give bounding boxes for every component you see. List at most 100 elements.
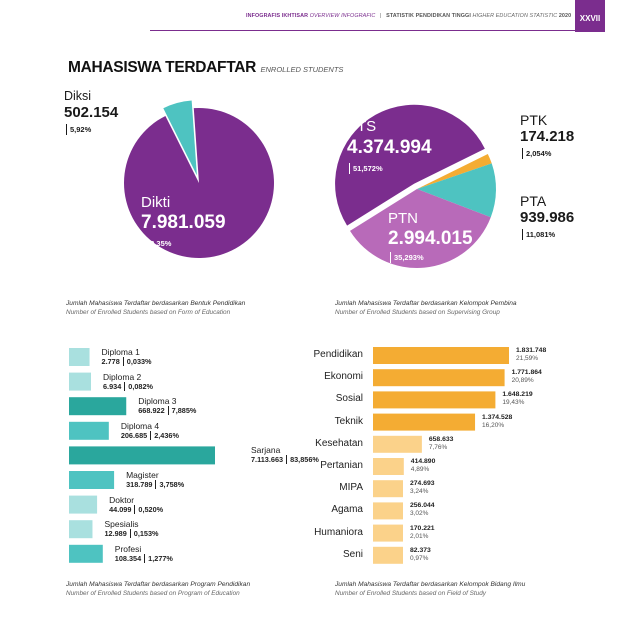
title-sub: ENROLLED STUDENTS [260, 65, 344, 74]
program-bar-percent: 83,856% [286, 455, 319, 465]
program-bar-percent: 0,153% [129, 529, 159, 539]
caption-program-en: Number of Enrolled Students based on Pro… [66, 590, 240, 597]
caption-program-of-education: Jumlah Mahasiswa Terdaftar berdasarkan P… [66, 581, 250, 597]
caption-supervising-id: Jumlah Mahasiswa Terdaftar berdasarkan K… [335, 300, 517, 307]
header-text: INFOGRAFIS IKHTISAR OVERVIEW INFOGRAFIC … [246, 13, 571, 19]
pie2-pts-label: PTS [347, 118, 377, 135]
field-bar-value: 170.221 [410, 524, 435, 532]
field-bar-percent: 7,76% [428, 443, 448, 451]
header-separator: | [379, 13, 382, 19]
header-year: 2020 [558, 13, 572, 19]
program-bar-value: 206.685 [120, 430, 148, 440]
program-bar-label: Diploma 2 [103, 371, 142, 382]
title-main: MAHASISWA TERDAFTAR [68, 59, 257, 76]
field-bar-percent: 21,59% [516, 355, 539, 362]
field-bar-percent: 4,89% [410, 466, 430, 473]
field-bar [373, 524, 403, 542]
field-bar [373, 546, 403, 564]
field-bar-label: Pendidikan [313, 349, 363, 360]
bar-chart-program-of-education [69, 348, 215, 563]
header-left-italic: OVERVIEW INFOGRAFIC [309, 13, 376, 19]
program-bar [69, 544, 103, 563]
program-bar-value-group: 12.989 0,153% [104, 529, 159, 539]
pie2-slice-pta [417, 163, 497, 218]
program-bar-value-group: 6.934 0,082% [103, 381, 154, 391]
field-bar-value: 274.693 [410, 480, 435, 488]
program-bar-value-group: 7.113.663 83,856% [251, 455, 319, 465]
field-bar [373, 413, 476, 431]
pie2-slice-ptk [417, 153, 492, 189]
program-bar [69, 446, 215, 465]
program-bar-value-group: 668.922 7,885% [138, 406, 197, 416]
field-bar-label: Agama [331, 504, 363, 516]
caption-field-en: Number of Enrolled Students based on Fie… [335, 590, 486, 597]
program-bar-value: 6.934 [103, 381, 122, 391]
pie2-ptn-label: PTN [388, 210, 418, 227]
pie2-pta-value: 939.986 [520, 209, 575, 226]
pie2-ptn-value: 2.994.015 [388, 228, 473, 249]
header-right-italic: HIGHER EDUCATION STATISTIC [472, 13, 558, 19]
field-bar [373, 347, 509, 364]
field-bar-value: 1.374.528 [482, 413, 513, 421]
program-bar-value: 7.113.663 [251, 455, 284, 465]
pie1-dikti-value: 7.981.059 [141, 212, 226, 233]
field-bar-percent: 3,24% [410, 488, 429, 496]
bar-chart-field-of-study [373, 347, 509, 564]
program-bar-percent: 0,520% [134, 504, 164, 514]
page-title: MAHASISWA TERDAFTAR ENROLLED STUDENTS [68, 59, 343, 77]
program-bar-label: Profesi [114, 543, 142, 554]
pie2-ptk-value: 174.218 [520, 128, 575, 145]
program-bar-value: 2.778 [101, 357, 120, 366]
field-bar-value: 414.890 [410, 458, 436, 465]
pie2-pta-percent: 11,081% [522, 229, 555, 240]
caption-form-of-education: Jumlah Mahasiswa Terdaftar berdasarkan B… [66, 300, 245, 316]
header-right-bold: STATISTIK PENDIDIKAN TINGGI [386, 13, 471, 19]
program-bar-value: 108.354 [114, 553, 142, 563]
program-bar-value-group: 2.778 0,033% [102, 357, 152, 366]
field-bar-label: MIPA [339, 482, 363, 494]
caption-form-en: Number of Enrolled Students based on For… [66, 309, 231, 316]
pie2-slice-ptn [350, 189, 491, 269]
field-bar [373, 391, 496, 409]
pie1-dikti-label: Dikti [141, 194, 171, 211]
program-bar-percent: 1,277% [144, 553, 173, 563]
program-bar [69, 471, 115, 489]
program-bar [69, 397, 127, 416]
pie1-slice-dikti [124, 107, 275, 258]
program-bar-value: 318.789 [126, 480, 153, 489]
pie2-pts-percent: 51,572% [349, 163, 383, 174]
program-bar-label: Diploma 3 [138, 396, 177, 407]
program-bar-percent: 2,436% [150, 430, 179, 440]
field-bar-value: 1.771.864 [511, 369, 542, 377]
page-number-badge: XXVII [575, 0, 605, 32]
program-bar-value-group: 108.354 1,277% [114, 553, 173, 563]
field-bar-label: Humaniora [314, 526, 363, 538]
program-bar-percent: 7,885% [167, 406, 197, 416]
field-bar-label: Teknik [334, 415, 363, 427]
program-bar-percent: 3,758% [155, 480, 185, 489]
field-bar [373, 458, 404, 475]
pie1-dikti-percent: 88,35% [142, 238, 171, 249]
field-bar-value: 82.373 [410, 546, 431, 554]
field-bar-label: Seni [342, 548, 363, 560]
program-bar-value-group: 318.789 3,758% [126, 480, 185, 489]
field-bar-label: Ekonomi [324, 371, 363, 383]
program-bar-label: Doktor [109, 494, 135, 505]
pie2-ptn-percent: 35,293% [390, 252, 424, 263]
program-bar-label: Magister [126, 470, 159, 480]
program-bar-value-group: 206.685 2,436% [120, 430, 179, 440]
caption-field-of-study: Jumlah Mahasiswa Terdaftar berdasarkan K… [335, 581, 525, 597]
header-rule [150, 30, 575, 31]
field-bar-value: 658.633 [428, 435, 454, 443]
pie1-diksi-value: 502.154 [64, 104, 119, 121]
field-bar-label: Kesehatan [315, 437, 363, 449]
field-bar-percent: 16,20% [482, 421, 505, 429]
field-bar-percent: 3,02% [410, 510, 429, 518]
caption-form-id: Jumlah Mahasiswa Terdaftar berdasarkan B… [66, 300, 246, 307]
pie2-pta-label: PTA [520, 193, 547, 209]
pie1-diksi-percent: 5,92% [66, 124, 91, 135]
field-bar [373, 502, 403, 520]
field-bar [373, 369, 505, 387]
header-left-bold: INFOGRAFIS IKHTISAR [246, 13, 309, 19]
